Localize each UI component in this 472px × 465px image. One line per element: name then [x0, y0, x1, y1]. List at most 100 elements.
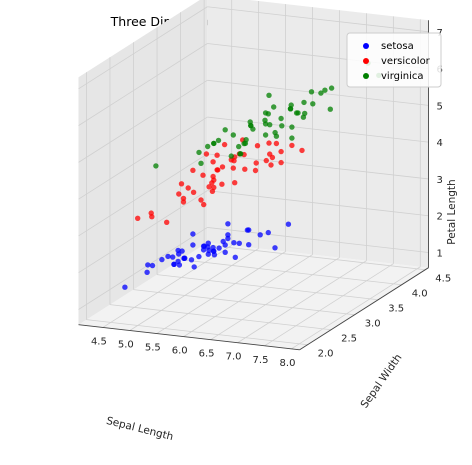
point-setosa: [246, 242, 252, 248]
point-versicolor: [278, 159, 284, 166]
point-versicolor: [232, 180, 238, 186]
point-virginica: [236, 143, 242, 150]
point-versicolor: [198, 197, 204, 203]
point-setosa: [265, 229, 271, 236]
point-virginica: [196, 149, 202, 156]
point-versicolor: [219, 181, 225, 187]
z-tick-label: 4: [437, 138, 443, 149]
point-setosa: [159, 256, 165, 263]
point-setosa: [231, 240, 237, 246]
point-setosa: [205, 240, 211, 246]
point-setosa: [122, 284, 128, 290]
y-tick-label: 3.5: [388, 304, 404, 315]
x-axis-line: [78, 324, 300, 351]
point-virginica: [287, 106, 294, 112]
grid-x-floor: [264, 263, 394, 347]
point-setosa: [171, 261, 177, 267]
x-tick-label: 7.5: [253, 355, 269, 366]
grid-z-back: [207, 153, 429, 180]
point-setosa: [170, 254, 176, 260]
point-versicolor: [206, 184, 212, 190]
point-setosa: [225, 235, 231, 242]
point-versicolor: [203, 151, 210, 157]
point-virginica: [273, 133, 280, 139]
point-virginica: [279, 123, 285, 129]
x-tick-label: 5.0: [118, 340, 134, 351]
point-versicolor: [210, 173, 216, 180]
point-versicolor: [263, 157, 269, 164]
point-virginica: [262, 117, 268, 124]
point-setosa: [205, 251, 211, 257]
y-axis-label: Sepal Width: [359, 352, 405, 410]
legend-label-virginica: virginica: [381, 71, 424, 82]
grid-y-floor: [180, 259, 402, 286]
point-virginica: [301, 99, 307, 106]
x-axis-label: Sepal Length: [105, 415, 175, 443]
grid-z-back: [207, 6, 429, 33]
z-axis-label: Petal Length: [446, 179, 458, 244]
point-versicolor: [135, 215, 141, 221]
grid-x-floor: [102, 245, 232, 328]
grid-y-floor: [204, 244, 426, 271]
point-virginica: [228, 153, 234, 159]
grid-lines: [78, 0, 429, 350]
point-versicolor: [269, 154, 276, 161]
legend: setosa versicolor virginica: [346, 32, 442, 88]
point-versicolor: [268, 162, 274, 168]
point-virginica: [267, 122, 273, 128]
x-tick-label: 5.5: [145, 343, 161, 354]
point-versicolor: [149, 214, 155, 220]
grid-z-side: [78, 153, 208, 237]
point-versicolor: [299, 147, 305, 154]
point-setosa: [188, 257, 195, 263]
point-versicolor: [273, 140, 280, 147]
point-setosa: [190, 231, 196, 237]
y-tick-label: 2.0: [318, 349, 334, 360]
point-setosa: [200, 243, 207, 249]
point-versicolor: [253, 160, 259, 166]
z-tick-label: 5: [437, 101, 443, 112]
grid-z-side: [78, 43, 208, 126]
point-virginica: [308, 89, 315, 95]
point-virginica: [289, 124, 295, 130]
point-virginica: [262, 132, 269, 138]
point-virginica: [322, 87, 328, 93]
point-virginica: [242, 140, 249, 147]
point-virginica: [237, 151, 243, 157]
point-setosa: [149, 262, 156, 269]
point-setosa: [190, 242, 196, 248]
point-versicolor: [201, 201, 207, 208]
point-versicolor: [219, 164, 226, 170]
grid-z-back: [207, 116, 429, 143]
grid-z-side: [78, 227, 208, 310]
grid-z-back: [207, 190, 429, 217]
grid-x-floor: [237, 260, 367, 344]
point-versicolor: [190, 167, 196, 173]
point-virginica: [289, 135, 295, 141]
grid-z-side: [78, 6, 208, 90]
point-virginica: [222, 127, 228, 133]
point-setosa: [225, 221, 231, 227]
grid-y-floor: [86, 319, 308, 346]
x-tick-label: 6.5: [199, 349, 215, 360]
x-tick-label: 6.0: [172, 346, 188, 357]
point-setosa: [244, 227, 251, 233]
point-setosa: [272, 245, 278, 251]
point-setosa: [175, 258, 181, 265]
legend-marker-versicolor: [363, 58, 369, 64]
point-virginica: [153, 163, 159, 169]
point-versicolor: [214, 152, 220, 158]
y-tick-label: 3.0: [365, 319, 381, 330]
point-versicolor: [209, 180, 215, 186]
legend-box: [346, 32, 442, 88]
point-versicolor: [289, 142, 295, 149]
point-setosa: [236, 240, 242, 246]
y-axis-line: [299, 267, 429, 351]
point-versicolor: [180, 199, 187, 205]
point-versicolor: [266, 140, 272, 146]
point-versicolor: [210, 159, 216, 165]
point-virginica: [248, 122, 254, 129]
y-tick-label: 4.0: [412, 289, 428, 300]
point-versicolor: [164, 219, 170, 225]
